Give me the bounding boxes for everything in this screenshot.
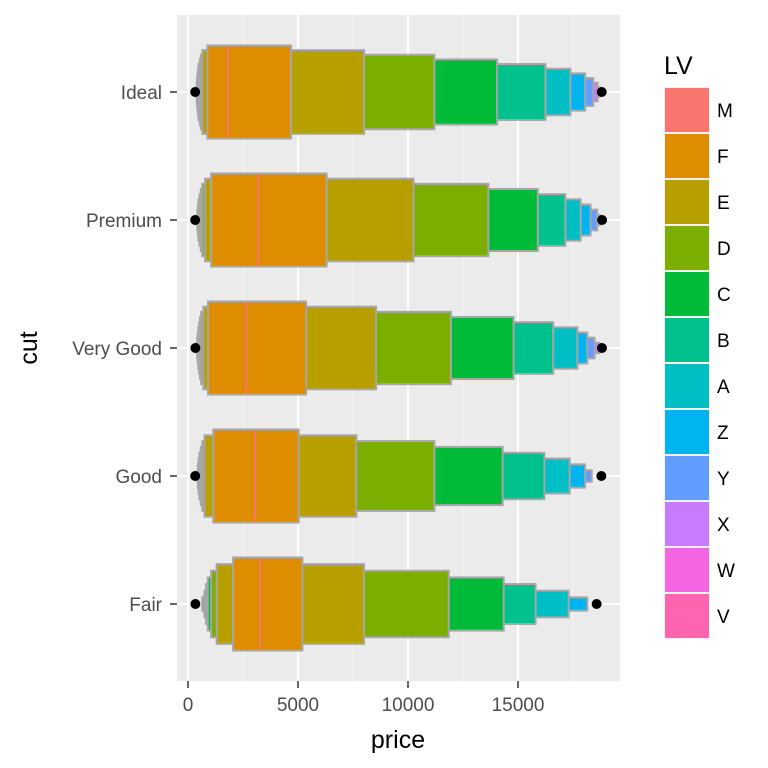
legend-key: [665, 502, 709, 546]
outlier-point: [596, 471, 607, 481]
y-axis: Ideal Premium Very Good Good Fair: [72, 83, 177, 616]
legend-key: [665, 364, 709, 408]
legend-title: LV: [664, 52, 693, 80]
y-tick-label: Very Good: [72, 339, 162, 360]
lv-box: [206, 44, 292, 140]
legend-key: [665, 456, 709, 500]
legend-label: E: [717, 193, 730, 214]
legend-key: [665, 272, 709, 316]
outlier-point: [190, 599, 201, 609]
lv-box: [207, 300, 308, 396]
x-tick-label: 15000: [492, 695, 545, 716]
outlier-point: [190, 215, 201, 225]
outlier-point: [591, 599, 602, 609]
legend-label: D: [717, 239, 731, 260]
outlier-point: [596, 343, 607, 353]
legend-label: B: [717, 331, 730, 352]
lv-group-good: [190, 428, 607, 524]
legend-label: X: [717, 515, 730, 536]
outlier-point: [190, 343, 201, 353]
plot-marks: [190, 44, 608, 652]
x-tick-label: 5000: [277, 695, 319, 716]
x-axis-title: price: [371, 726, 425, 754]
lv-box: [232, 556, 304, 652]
legend-key: [665, 548, 709, 592]
x-axis: 0 5000 10000 15000: [183, 681, 545, 716]
lv-group-premium: [190, 172, 608, 268]
legend-key: [665, 318, 709, 362]
legend-label: A: [717, 377, 730, 398]
legend-label: V: [717, 607, 730, 628]
legend-key: [665, 410, 709, 454]
lv-group-fair: [190, 556, 602, 652]
legend-label: F: [717, 147, 729, 168]
legend-key: [665, 226, 709, 270]
lv-group-very-good: [190, 300, 607, 396]
x-tick-label: 0: [183, 695, 194, 716]
legend-key: [665, 180, 709, 224]
legend-label: W: [717, 561, 735, 582]
y-tick-label: Fair: [129, 595, 162, 616]
y-tick-label: Good: [116, 467, 162, 488]
y-axis-title: cut: [15, 331, 43, 364]
legend-label: Z: [717, 423, 729, 444]
legend-key: [665, 594, 709, 638]
y-tick-label: Premium: [86, 211, 162, 232]
legend-key: [665, 134, 709, 178]
legend: LV M F E D C B A Z Y X W V: [664, 52, 735, 639]
outlier-point: [597, 215, 608, 225]
x-tick-label: 10000: [382, 695, 435, 716]
legend-label: C: [717, 285, 731, 306]
legend-key: [665, 88, 709, 132]
lv-group-ideal: [190, 44, 607, 140]
y-tick-label: Ideal: [121, 83, 162, 104]
outlier-point: [190, 471, 201, 481]
outlier-point: [190, 87, 201, 97]
outlier-point: [596, 87, 607, 97]
legend-label: M: [717, 101, 733, 122]
lv-box: [210, 172, 328, 268]
legend-label: Y: [717, 469, 730, 490]
